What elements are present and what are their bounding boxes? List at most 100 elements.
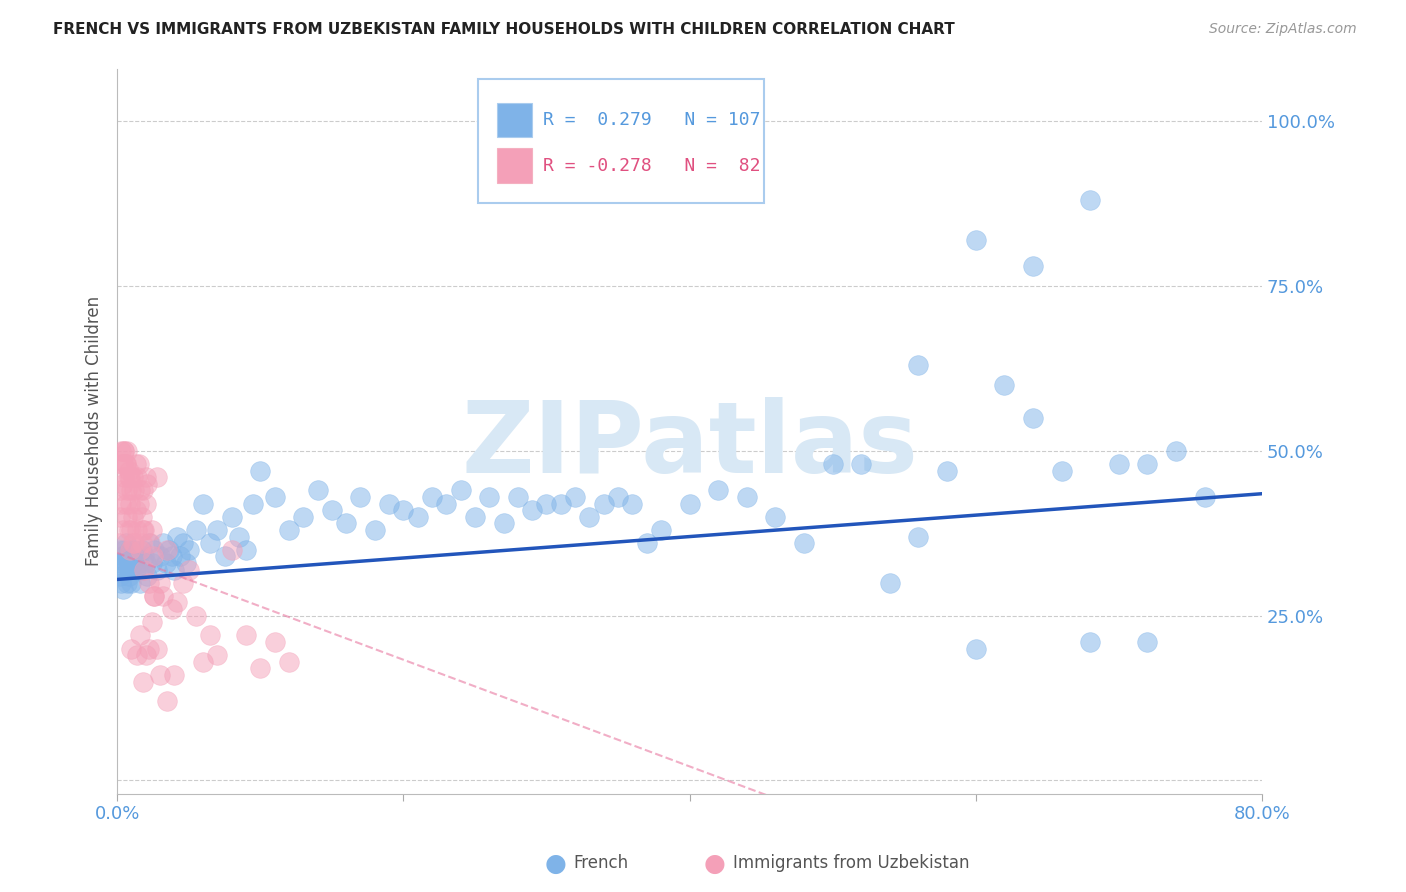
Point [108,542,131,557]
Point [221,542,243,557]
Text: Source: ZipAtlas.com: Source: ZipAtlas.com [1209,22,1357,37]
Point [131,509,153,524]
Point [122,509,145,524]
Point [678,497,700,511]
Point [851,457,873,471]
Point [107,562,129,576]
Point [110,556,132,570]
Point [464,509,486,524]
Point [115,483,138,498]
Point [1022,260,1045,274]
Point [129,575,152,590]
Point [993,378,1015,392]
Point [207,648,229,663]
Point [108,483,131,498]
Point [114,497,136,511]
Point [129,483,152,498]
Point [135,470,157,484]
Point [122,536,145,550]
Point [420,490,443,504]
Point [277,523,299,537]
Point [406,509,429,524]
Point [1136,457,1159,471]
Point [110,457,132,471]
Point [163,562,186,576]
Point [214,549,236,564]
Point [132,674,155,689]
Point [169,549,191,564]
Point [166,595,188,609]
Point [564,490,586,504]
Point [132,523,155,537]
Point [292,509,315,524]
Point [191,497,214,511]
Point [146,470,169,484]
Point [506,490,529,504]
Point [364,523,387,537]
Point [111,549,134,564]
Point [160,602,183,616]
Point [177,562,200,576]
Point [907,358,929,372]
Point [108,509,131,524]
Point [114,556,136,570]
Point [249,661,271,675]
Point [117,470,139,484]
Point [763,509,786,524]
Point [115,575,138,590]
Point [184,608,207,623]
Point [174,556,197,570]
Point [128,457,150,471]
Point [121,575,143,590]
Point [965,641,987,656]
Point [110,575,132,590]
Point [128,497,150,511]
Point [198,536,221,550]
Point [146,562,169,576]
Point [108,569,131,583]
Point [156,694,179,708]
Point [127,523,149,537]
Point [121,549,143,564]
Point [117,569,139,583]
Text: ●: ● [703,852,725,875]
Text: Immigrants from Uzbekistan: Immigrants from Uzbekistan [733,855,969,872]
Point [121,483,143,498]
Point [110,497,132,511]
Point [965,233,987,247]
Point [1050,464,1073,478]
Point [592,497,614,511]
Point [135,648,157,663]
Point [125,503,148,517]
Point [112,542,135,557]
Text: ZIPatlas: ZIPatlas [461,397,918,494]
Point [107,536,129,550]
Point [122,470,145,484]
Point [149,549,172,564]
Text: R = -0.278   N =  82: R = -0.278 N = 82 [543,157,761,175]
Point [335,516,357,531]
Point [157,542,180,557]
Point [134,523,156,537]
Point [112,562,135,576]
Point [228,530,250,544]
Point [249,464,271,478]
Point [277,655,299,669]
Point [138,641,160,656]
Point [307,483,329,498]
Point [138,536,160,550]
Point [115,549,138,564]
Point [1164,443,1187,458]
Point [242,497,264,511]
Point [156,542,179,557]
Point [121,523,143,537]
FancyBboxPatch shape [478,79,763,202]
Point [110,443,132,458]
Point [125,562,148,576]
Point [114,457,136,471]
Point [1022,411,1045,425]
Point [143,542,166,557]
Text: French: French [574,855,628,872]
Point [117,523,139,537]
Point [111,582,134,597]
